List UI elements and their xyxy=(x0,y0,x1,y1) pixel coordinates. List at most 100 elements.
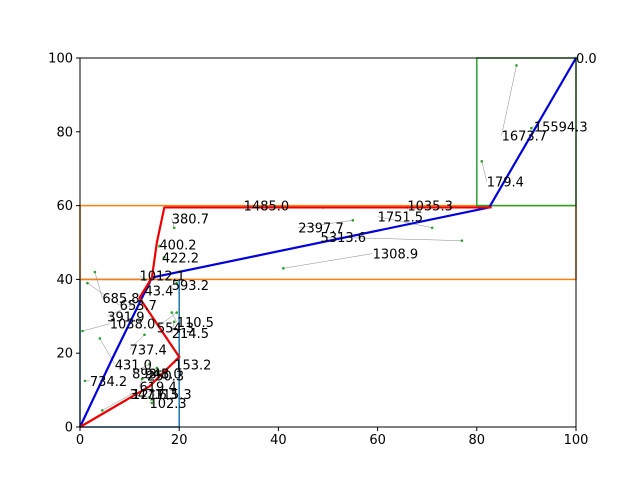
leader-line-16 xyxy=(94,271,103,298)
leader-line-23 xyxy=(129,334,145,350)
annotation-label-16: 685.8 xyxy=(102,292,139,307)
x-tick-label: 20 xyxy=(171,433,188,448)
series-line-1 xyxy=(79,206,492,428)
data-point-6 xyxy=(430,226,434,230)
annotation-label-7: 2397.7 xyxy=(298,222,344,237)
leader-line-32 xyxy=(102,393,133,411)
leader-line-21 xyxy=(156,312,177,328)
x-tick-label: 60 xyxy=(369,433,386,448)
annotation-label-27: 945.0 xyxy=(144,367,181,382)
y-tick-label: 100 xyxy=(48,52,73,67)
annotation-label-14: 593.2 xyxy=(172,279,209,294)
data-point-29 xyxy=(83,379,87,383)
data-point-30 xyxy=(140,377,144,381)
leader-line-28 xyxy=(146,373,160,376)
y-tick-label: 80 xyxy=(56,125,73,140)
data-point-31 xyxy=(148,396,151,399)
annotation-label-28: 250.3 xyxy=(147,369,184,384)
x-tick-label: 100 xyxy=(564,433,589,448)
data-point-12 xyxy=(163,255,166,259)
annotation-label-4: 1485.0 xyxy=(244,200,290,215)
data-point-13 xyxy=(143,278,146,281)
data-point-7 xyxy=(351,219,355,222)
annotation-label-22: 214.5 xyxy=(172,327,209,342)
x-tick-label: 80 xyxy=(469,433,486,448)
data-point-1 xyxy=(530,126,533,130)
annotation-label-34: 102.3 xyxy=(149,397,186,412)
annotation-label-32: 1217.3 xyxy=(132,388,178,403)
leader-line-18 xyxy=(107,301,140,317)
data-point-2 xyxy=(515,64,518,67)
annotation-label-23: 737.4 xyxy=(130,344,167,359)
annotation-label-2: 1673.7 xyxy=(502,129,547,144)
annotation-label-3: 179.4 xyxy=(487,176,524,191)
leader-line-9 xyxy=(283,253,373,269)
data-point-27 xyxy=(155,366,159,370)
leader-line-6 xyxy=(377,216,433,228)
annotation-label-6: 1751.5 xyxy=(378,211,424,226)
x-tick-label: 40 xyxy=(270,433,287,448)
leader-line-33 xyxy=(151,393,155,404)
plot-frame xyxy=(79,57,577,428)
annotation-label-15: 43.4 xyxy=(144,284,173,299)
leader-line-27 xyxy=(144,367,157,374)
annotation-label-30: 619.4 xyxy=(140,380,177,395)
annotation-label-10: 380.7 xyxy=(172,213,209,228)
data-point-33 xyxy=(150,401,154,405)
x-tick-label: 0 xyxy=(76,433,84,448)
leader-line-17 xyxy=(87,282,120,306)
annotation-label-24: 431.0 xyxy=(115,358,152,373)
annotation-label-13: 1012.1 xyxy=(140,270,186,285)
data-point-32 xyxy=(101,409,104,412)
annotation-label-21: 554.3 xyxy=(157,321,194,336)
annotation-label-20: 110.5 xyxy=(177,316,214,331)
annotation-label-1: 15594.3 xyxy=(534,120,588,135)
data-point-3 xyxy=(480,160,484,163)
leader-line-31 xyxy=(129,393,150,398)
y-axis: 0 20 40 60 80 100 xyxy=(48,52,80,436)
annotation-label-17: 653.7 xyxy=(120,299,157,314)
annotation-label-0: 0.0 xyxy=(576,52,597,67)
y-tick-label: 40 xyxy=(56,273,73,288)
annotation-label-18: 391.9 xyxy=(107,310,144,325)
annotation-label-11: 400.2 xyxy=(159,238,196,253)
series-layer xyxy=(79,57,577,428)
annotation-label-33: 115.3 xyxy=(154,388,191,403)
leader-line-2 xyxy=(501,65,517,136)
data-point-17 xyxy=(86,281,89,285)
annotation-label-8: 5313.6 xyxy=(321,231,367,246)
data-point-34 xyxy=(150,398,154,401)
data-point-8 xyxy=(460,239,464,242)
data-point-28 xyxy=(158,372,161,375)
leader-line-3 xyxy=(481,161,487,182)
y-tick-label: 60 xyxy=(56,199,73,214)
data-point-23 xyxy=(143,333,146,337)
data-point-9 xyxy=(282,267,285,270)
data-point-26 xyxy=(148,362,151,366)
x-axis: 0 20 40 60 80 100 xyxy=(76,427,589,448)
annotation-label-26: 893.8 xyxy=(132,367,169,382)
leader-line-20 xyxy=(171,312,177,322)
annotation-label-25: 153.2 xyxy=(174,358,211,373)
annotation-label-5: 1035.3 xyxy=(407,200,453,215)
annotation-label-29: 734.2 xyxy=(90,375,127,390)
data-point-14 xyxy=(175,281,179,285)
leader-line-22 xyxy=(171,321,175,333)
annotation-label-12: 422.2 xyxy=(162,251,199,266)
data-point-24 xyxy=(98,337,102,340)
leader-line-19 xyxy=(82,323,110,332)
annotation-label-31: 347.6 xyxy=(130,388,167,403)
y-tick-label: 20 xyxy=(56,347,73,362)
data-point-19 xyxy=(81,329,84,333)
data-point-11 xyxy=(158,244,161,248)
data-point-10 xyxy=(172,226,176,230)
data-point-20 xyxy=(170,311,174,314)
annotation-label-9: 1308.9 xyxy=(373,248,419,263)
leader-line-7 xyxy=(298,220,353,228)
leader-line-10 xyxy=(171,218,175,228)
y-tick-label: 0 xyxy=(65,421,73,436)
data-point-21 xyxy=(175,311,179,314)
annotation-label-19: 1038.0 xyxy=(110,318,156,333)
